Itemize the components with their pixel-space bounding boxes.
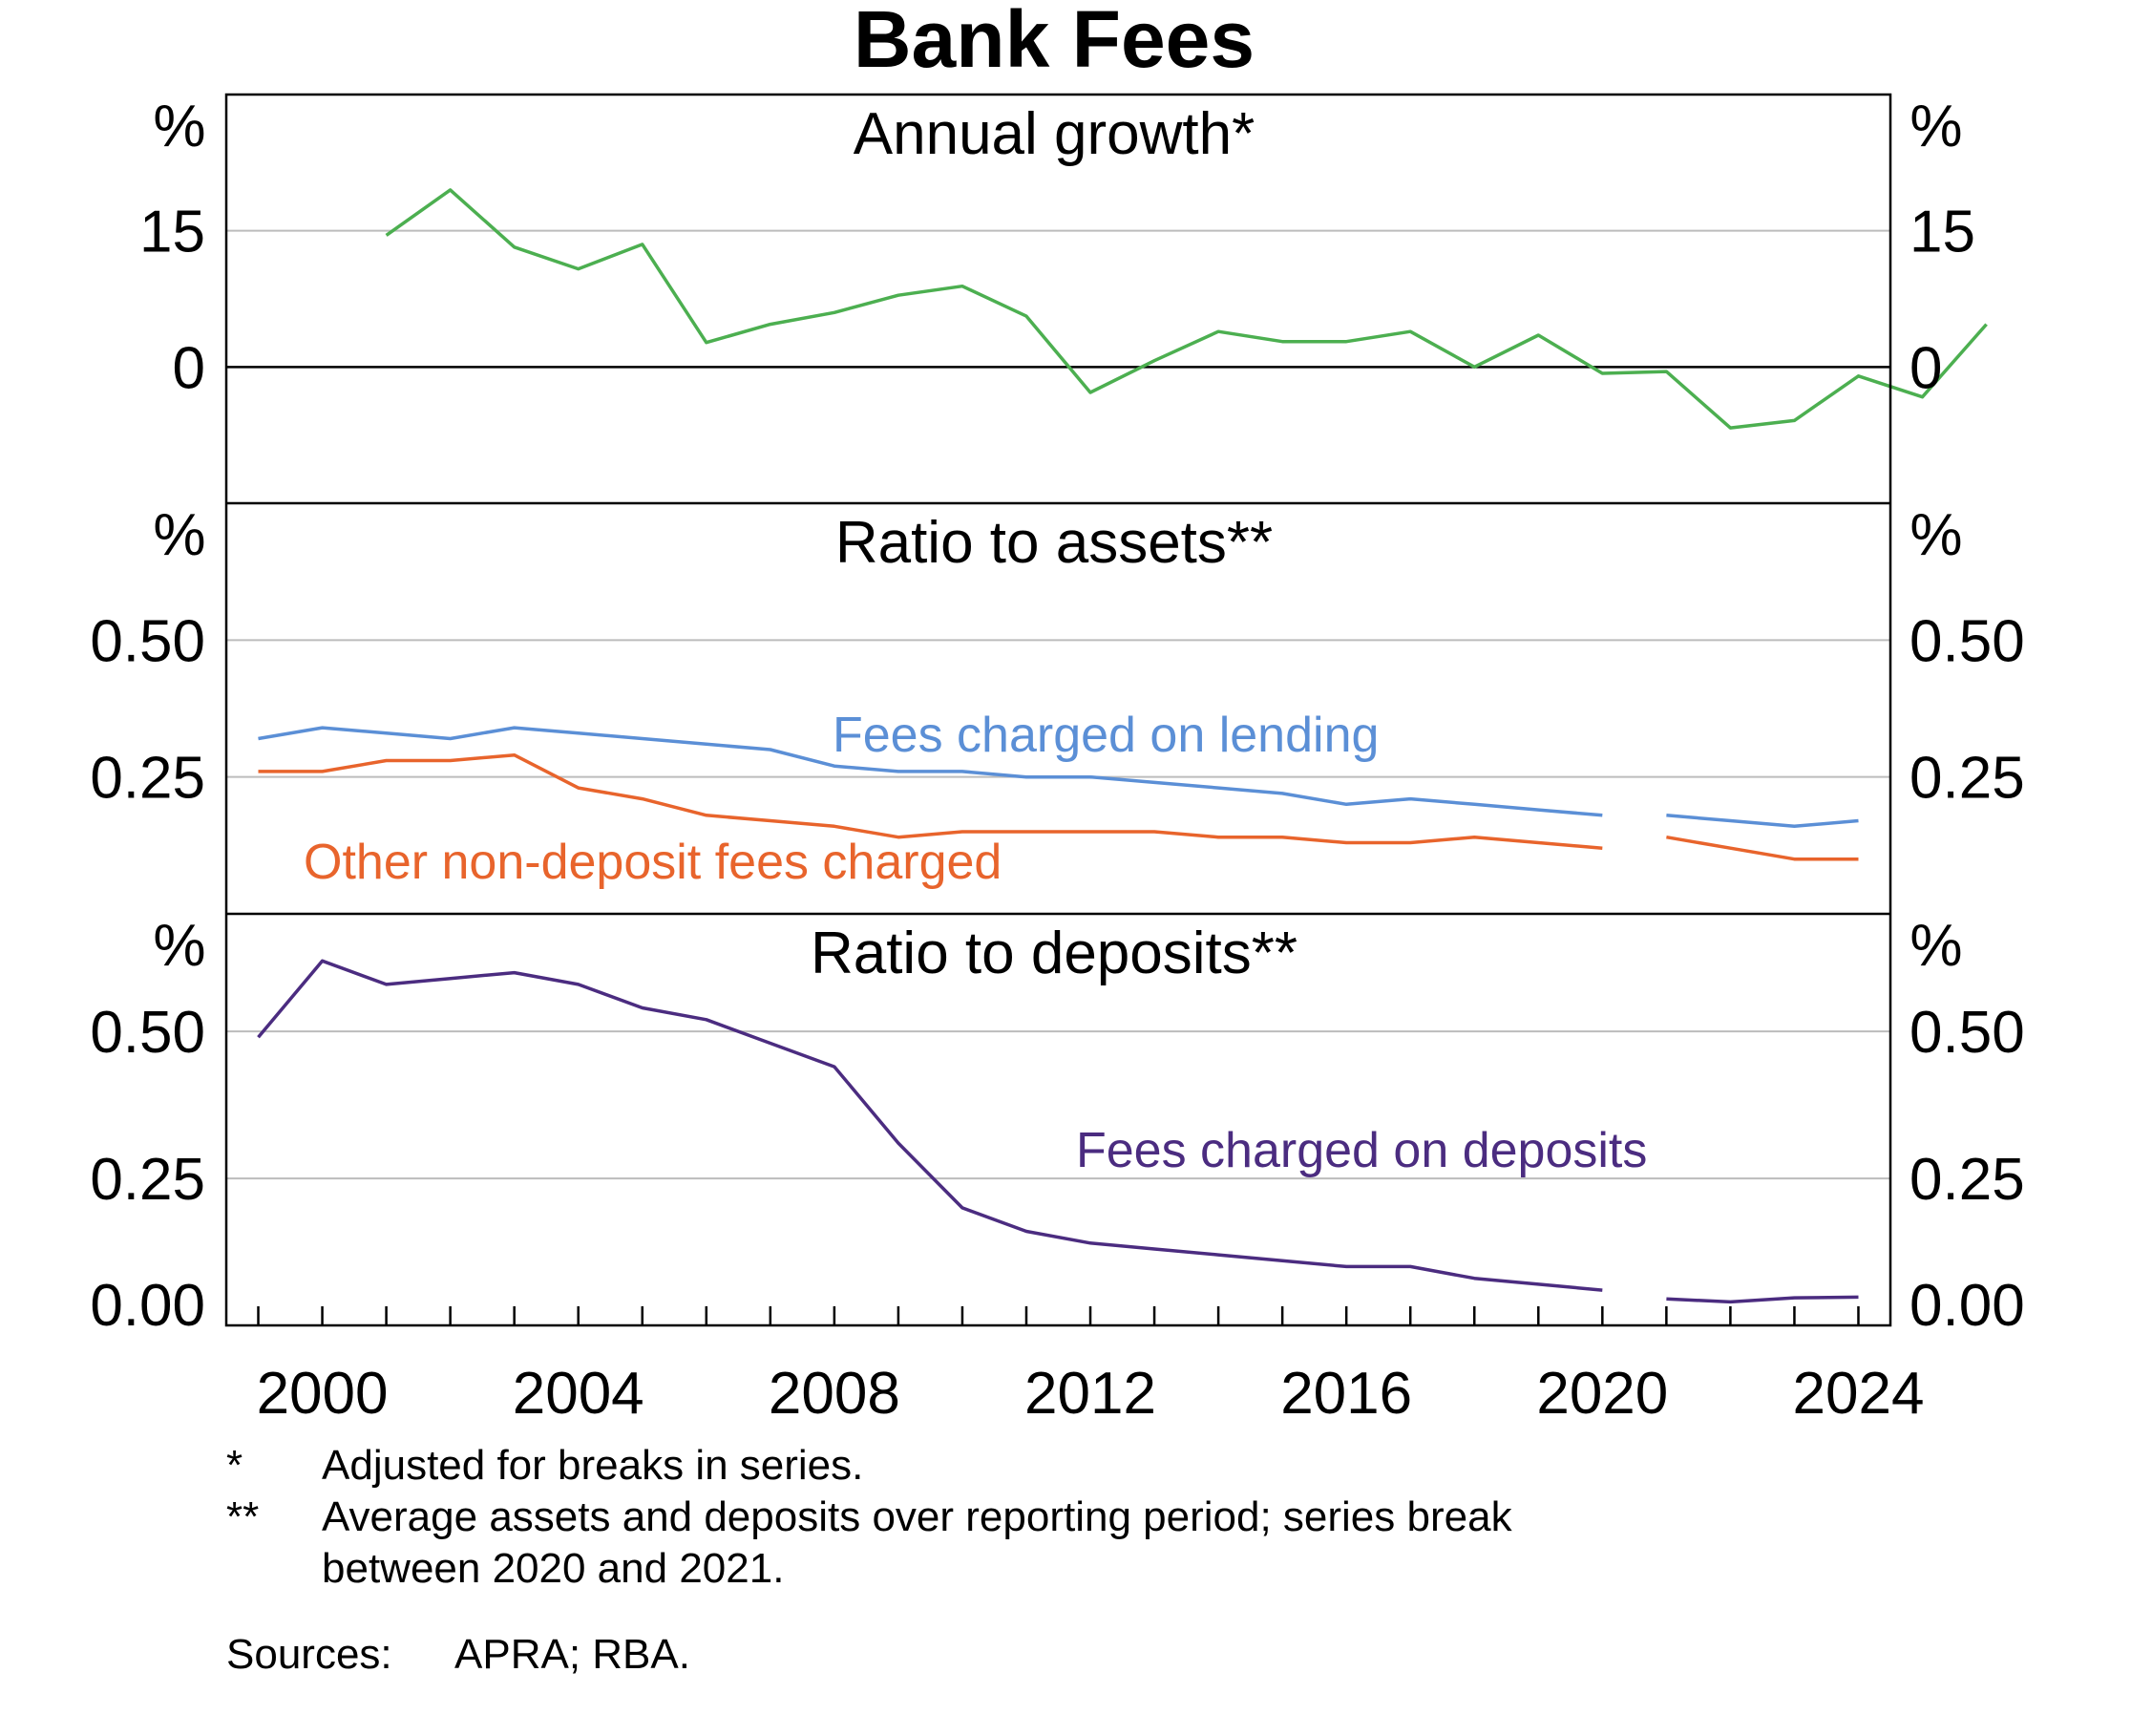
y-tick-left-3-0.00: 0.00: [90, 1273, 205, 1339]
footnote-text-2: Average assets and deposits over reporti…: [322, 1493, 1512, 1540]
series-line-1-1-seg1: [385, 188, 1988, 430]
sources-label: Sources:: [226, 1631, 392, 1678]
panel-title-3: Ratio to deposits**: [811, 921, 1298, 986]
unit-label-right-3: %: [1909, 913, 1962, 979]
series-line-3-1-seg2: [1666, 1295, 1859, 1304]
y-tick-right-3-0.25: 0.25: [1909, 1147, 2025, 1213]
y-tick-left-3-0.25: 0.25: [90, 1147, 205, 1213]
unit-label-left-2: %: [153, 502, 205, 568]
y-tick-right-3-0.00: 0.00: [1909, 1273, 2025, 1339]
unit-label-right-2: %: [1909, 502, 1962, 568]
x-tick-label-2020: 2020: [1536, 1361, 1668, 1427]
y-tick-right-1-0: 0: [1909, 335, 1942, 401]
series-line-2-2-seg1: [258, 752, 1603, 850]
series-layer: [257, 188, 1988, 1304]
y-tick-left-1-15: 15: [139, 200, 205, 265]
x-tick-label-2012: 2012: [1024, 1361, 1156, 1427]
series-label-2-1: Fees charged on lending: [833, 708, 1379, 763]
y-tick-right-2-0.50: 0.50: [1909, 608, 2025, 674]
x-tick-label-2004: 2004: [513, 1361, 644, 1427]
series-line-2-1-seg2: [1666, 814, 1859, 829]
series-line-3-1-seg1: [257, 959, 1603, 1292]
x-tick-label-2024: 2024: [1793, 1361, 1925, 1427]
sources-text: APRA; RBA.: [454, 1631, 690, 1678]
footnote-text-3: between 2020 and 2021.: [322, 1545, 785, 1592]
plot-frame: [224, 93, 1892, 1327]
panel-title-1: Annual growth*: [854, 101, 1255, 167]
footnote-text-1: Adjusted for breaks in series.: [322, 1442, 864, 1489]
y-tick-left-2-0.25: 0.25: [90, 746, 205, 812]
unit-label-right-1: %: [1909, 94, 1962, 159]
x-tick-label-2000: 2000: [257, 1361, 389, 1427]
series-label-3-1: Fees charged on deposits: [1076, 1123, 1647, 1178]
text-layer: Annual growth*% % 15 15 0 0 Ratio to assets**%…: [90, 94, 2024, 1427]
panel-title-2: Ratio to assets**: [835, 510, 1273, 576]
y-tick-right-3-0.50: 0.50: [1909, 1000, 2025, 1066]
footnote-marker-1: *: [226, 1442, 243, 1489]
series-line-2-2-seg2: [1666, 835, 1859, 861]
unit-label-left-3: %: [153, 913, 205, 979]
y-tick-left-1-0: 0: [173, 335, 205, 401]
series-line-2-1-seg1: [258, 726, 1603, 817]
chart-title: Bank Fees: [854, 0, 1255, 84]
footnote-marker-2: **: [226, 1493, 260, 1540]
unit-label-left-1: %: [153, 94, 205, 159]
x-tick-label-2016: 2016: [1280, 1361, 1412, 1427]
series-label-2-2: Other non-deposit fees charged: [304, 835, 1002, 890]
frame-layer: [224, 93, 1892, 1327]
x-tick-label-2008: 2008: [769, 1361, 900, 1427]
y-tick-right-1-15: 15: [1909, 200, 1975, 265]
y-tick-right-2-0.25: 0.25: [1909, 746, 2025, 812]
y-tick-left-2-0.50: 0.50: [90, 608, 205, 674]
y-tick-left-3-0.50: 0.50: [90, 1000, 205, 1066]
